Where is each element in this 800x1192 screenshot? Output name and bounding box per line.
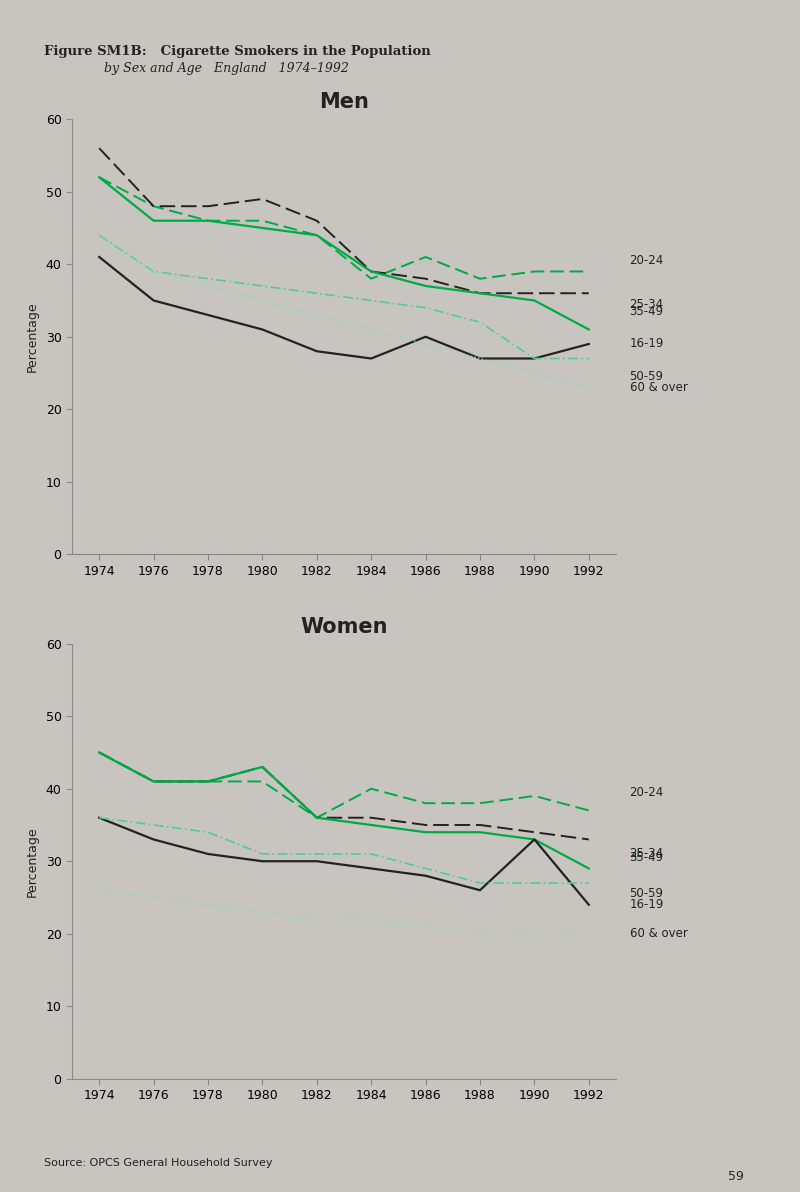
Text: by Sex and Age   England   1974–1992: by Sex and Age England 1974–1992 [104, 62, 349, 75]
Text: 50-59: 50-59 [630, 887, 663, 900]
Text: 20-24: 20-24 [630, 786, 664, 799]
Text: 20-24: 20-24 [630, 254, 664, 267]
Title: Men: Men [319, 92, 369, 112]
Text: 25-34: 25-34 [630, 848, 664, 861]
Y-axis label: Percentage: Percentage [26, 302, 38, 372]
Text: 50-59: 50-59 [630, 371, 663, 383]
Title: Women: Women [300, 616, 388, 637]
Text: Figure SM1B:   Cigarette Smokers in the Population: Figure SM1B: Cigarette Smokers in the Po… [44, 45, 430, 58]
Text: 60 & over: 60 & over [630, 927, 687, 940]
Text: 59: 59 [728, 1171, 744, 1184]
Y-axis label: Percentage: Percentage [26, 826, 38, 896]
Text: 35-49: 35-49 [630, 305, 664, 318]
Text: 35-49: 35-49 [630, 851, 664, 864]
Text: 16-19: 16-19 [630, 899, 664, 911]
Text: 60 & over: 60 & over [630, 381, 687, 395]
Text: 16-19: 16-19 [630, 337, 664, 350]
Text: Source: OPCS General Household Survey: Source: OPCS General Household Survey [44, 1157, 273, 1168]
Text: 25-34: 25-34 [630, 298, 664, 311]
